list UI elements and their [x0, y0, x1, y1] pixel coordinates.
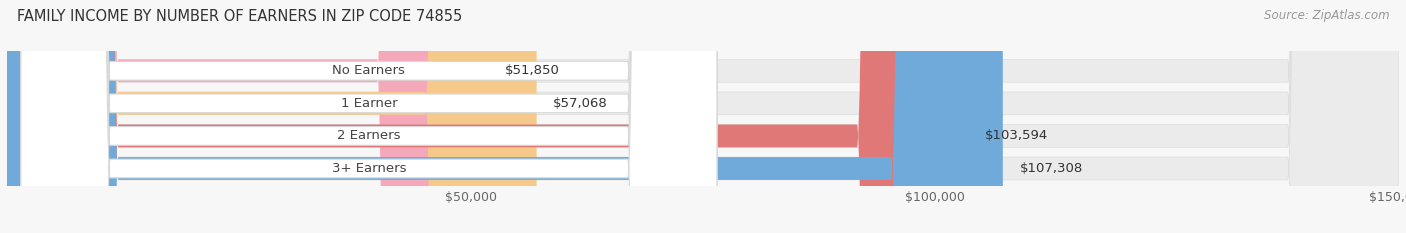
FancyBboxPatch shape: [21, 0, 717, 233]
FancyBboxPatch shape: [7, 0, 1399, 233]
FancyBboxPatch shape: [7, 0, 969, 233]
FancyBboxPatch shape: [7, 0, 1399, 233]
Text: $107,308: $107,308: [1019, 162, 1083, 175]
FancyBboxPatch shape: [7, 0, 1399, 233]
FancyBboxPatch shape: [21, 0, 717, 233]
Text: Source: ZipAtlas.com: Source: ZipAtlas.com: [1264, 9, 1389, 22]
FancyBboxPatch shape: [7, 0, 1002, 233]
FancyBboxPatch shape: [21, 0, 717, 233]
Text: No Earners: No Earners: [332, 64, 405, 77]
Text: 2 Earners: 2 Earners: [337, 129, 401, 142]
Text: $51,850: $51,850: [505, 64, 560, 77]
Text: FAMILY INCOME BY NUMBER OF EARNERS IN ZIP CODE 74855: FAMILY INCOME BY NUMBER OF EARNERS IN ZI…: [17, 9, 463, 24]
FancyBboxPatch shape: [7, 0, 488, 233]
FancyBboxPatch shape: [7, 0, 1399, 233]
Text: $103,594: $103,594: [986, 129, 1049, 142]
FancyBboxPatch shape: [7, 0, 537, 233]
Text: $57,068: $57,068: [554, 97, 607, 110]
Text: 1 Earner: 1 Earner: [340, 97, 398, 110]
FancyBboxPatch shape: [21, 0, 717, 233]
Text: 3+ Earners: 3+ Earners: [332, 162, 406, 175]
